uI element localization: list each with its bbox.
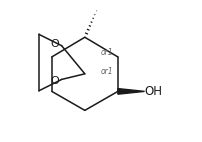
Text: O: O xyxy=(50,76,59,86)
Text: OH: OH xyxy=(145,85,163,98)
Text: or1: or1 xyxy=(101,67,114,76)
Text: or1: or1 xyxy=(101,48,114,57)
Text: O: O xyxy=(50,39,59,49)
Polygon shape xyxy=(118,89,145,94)
